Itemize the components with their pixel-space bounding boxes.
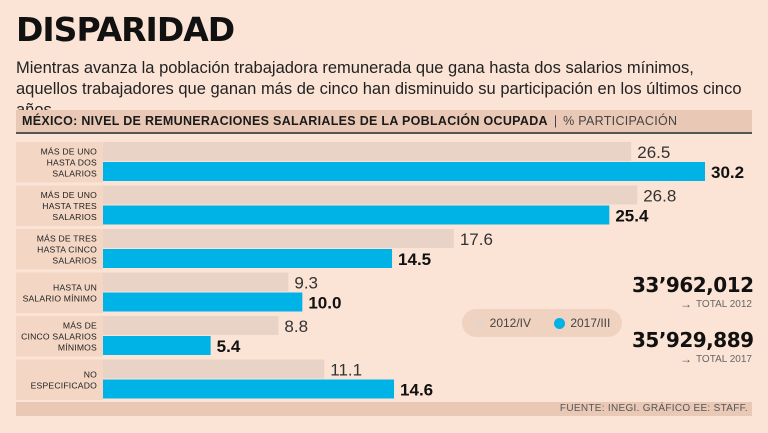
chart-header-separator: |: [553, 114, 558, 128]
bar-2012: [103, 229, 454, 248]
category-label: HASTA TRES: [42, 201, 97, 211]
bar-2017: [103, 336, 211, 355]
legend-item-2017: 2017/III: [554, 316, 610, 330]
legend-label-2012: 2012/IV: [489, 316, 532, 330]
category-label: HASTA DOS: [47, 157, 97, 167]
bar-2012: [103, 272, 289, 292]
bar-2017: [103, 379, 395, 399]
category-band: [16, 229, 103, 270]
bar-2017: [103, 292, 303, 312]
chart-header-unit: % PARTICIPACIÓN: [563, 114, 678, 128]
data-label-2012: 26.5: [637, 143, 670, 162]
category-band: [16, 272, 103, 313]
data-label-2017: 14.5: [398, 250, 431, 269]
data-label-2012: 9.3: [294, 274, 318, 293]
data-label-2012: 8.8: [284, 317, 308, 336]
category-label: ESPECIFICADO: [31, 380, 98, 390]
total-2017-label: TOTAL 2017: [696, 353, 752, 365]
subtitle: Mientras avanza la población trabajadora…: [16, 59, 742, 119]
category-label: MÍNIMOS: [58, 342, 97, 352]
data-label-2017: 5.4: [217, 337, 241, 356]
category-label: SALARIOS: [52, 255, 97, 265]
data-label-2017: 14.6: [400, 381, 433, 400]
bar-2017: [103, 205, 610, 225]
legend-label-2017: 2017/III: [570, 316, 611, 330]
category-label: HASTA CINCO: [37, 244, 97, 254]
total-2017-value: 35’929,889: [632, 328, 754, 352]
category-label: MÁS DE UNO: [41, 190, 98, 200]
category-label: SALARIO MÍNIMO: [23, 293, 98, 303]
legend-item-2012: 2012/IV: [473, 316, 532, 330]
category-label: HASTA UN: [53, 282, 97, 292]
category-band: [16, 359, 103, 400]
data-label-2017: 25.4: [615, 207, 649, 226]
bar-2012: [103, 185, 638, 205]
bar-2017: [103, 249, 393, 268]
category-label: SALARIOS: [52, 168, 97, 178]
total-2012-value: 33’962,012: [632, 273, 754, 297]
total-2012: 33’962,012 → TOTAL 2012: [632, 273, 754, 311]
category-band: [16, 316, 103, 357]
category-label: MÁS DE TRES: [37, 233, 97, 243]
category-label: MÁS DE UNO: [41, 146, 98, 156]
legend-dot-2012-icon: [473, 317, 485, 329]
category-band: [16, 185, 103, 226]
data-label-2012: 17.6: [460, 230, 493, 249]
total-2012-label: TOTAL 2012: [696, 298, 752, 310]
data-label-2017: 30.2: [711, 163, 744, 182]
bar-2012: [103, 359, 325, 379]
category-band: [16, 142, 103, 183]
total-2017-caption: → TOTAL 2017: [680, 352, 754, 366]
total-2012-caption: → TOTAL 2012: [680, 297, 754, 311]
category-label: CINCO SALARIOS: [21, 331, 97, 341]
legend-dot-2017-icon: [554, 317, 566, 329]
category-label: SALARIOS: [52, 212, 97, 222]
arrow-right-icon: →: [680, 297, 692, 311]
data-label-2017: 10.0: [308, 294, 341, 313]
total-2017: 35’929,889 → TOTAL 2017: [632, 328, 754, 366]
data-label-2012: 26.8: [643, 187, 676, 206]
category-label: NO: [84, 369, 97, 379]
chart-header-title: MÉXICO: NIVEL DE REMUNERACIONES SALARIAL…: [22, 114, 548, 128]
source-note: FUENTE: INEGI. GRÁFICO EE: STAFF.: [559, 403, 748, 414]
arrow-right-icon: →: [680, 352, 692, 366]
chart-header: MÉXICO: NIVEL DE REMUNERACIONES SALARIAL…: [16, 110, 752, 134]
footer: FUENTE: INEGI. GRÁFICO EE: STAFF.: [16, 402, 752, 416]
legend: 2012/IV 2017/III: [462, 309, 622, 337]
bar-2012: [103, 142, 632, 161]
data-label-2012: 11.1: [330, 361, 362, 380]
bar-2017: [103, 162, 705, 181]
bar-2012: [103, 316, 279, 335]
page-title: DISPARIDAD: [16, 10, 235, 49]
category-label: MÁS DE: [63, 320, 97, 330]
